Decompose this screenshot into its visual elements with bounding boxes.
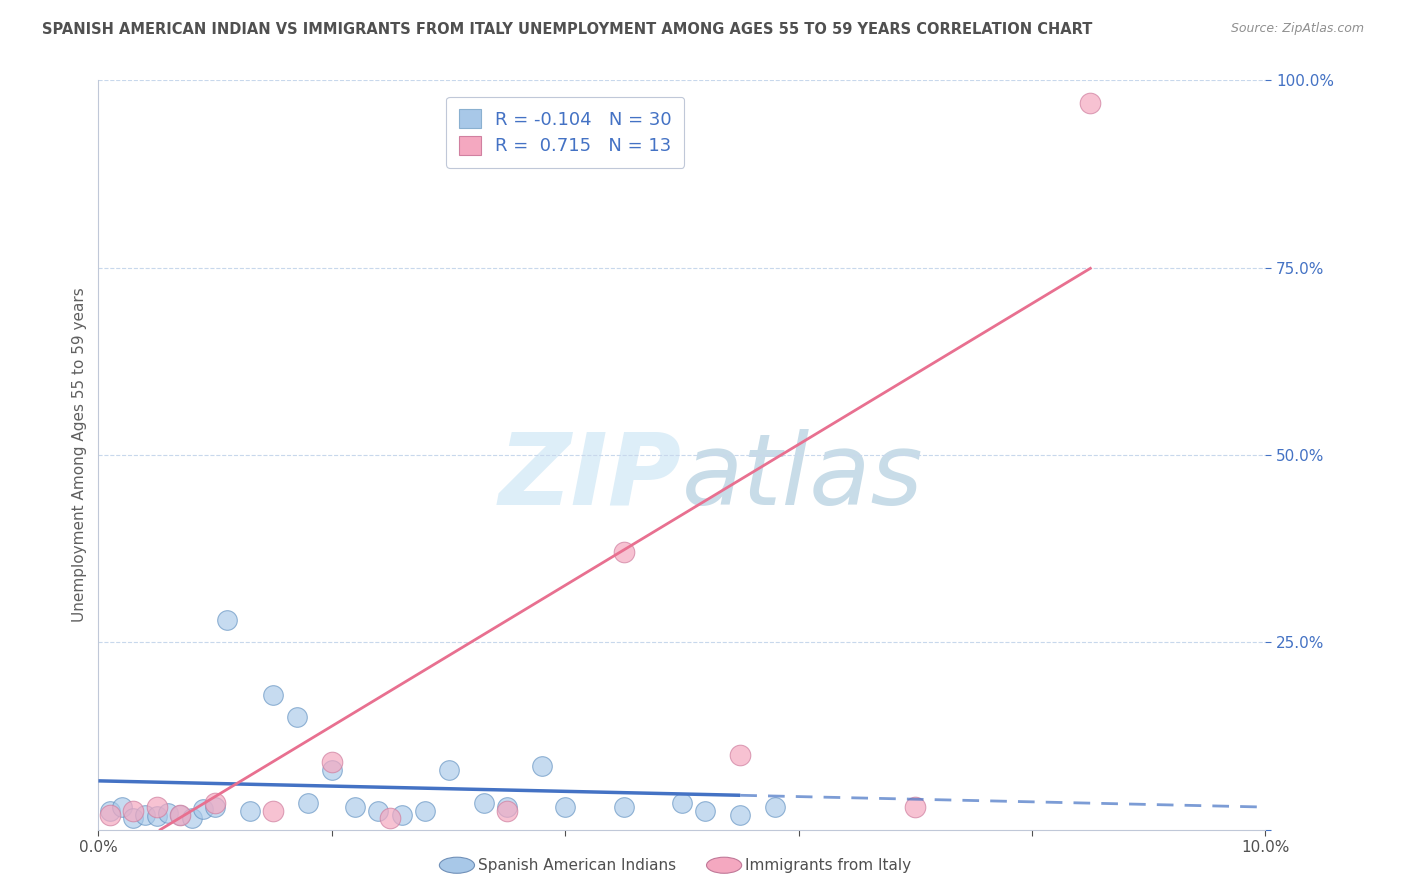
Point — [496, 800, 519, 814]
Point — [554, 800, 576, 814]
Point — [380, 811, 402, 825]
Text: ZIP: ZIP — [499, 429, 682, 526]
Point — [263, 688, 285, 702]
Text: Immigrants from Italy: Immigrants from Italy — [745, 858, 911, 872]
Point — [146, 809, 169, 823]
Text: Spanish American Indians: Spanish American Indians — [478, 858, 676, 872]
Point — [98, 807, 121, 822]
Point — [730, 747, 752, 762]
Point — [391, 807, 413, 822]
Point — [215, 613, 238, 627]
Point — [157, 806, 180, 821]
Text: Source: ZipAtlas.com: Source: ZipAtlas.com — [1230, 22, 1364, 36]
Point — [134, 807, 156, 822]
Point — [193, 801, 215, 815]
Point — [122, 804, 145, 818]
Point — [367, 804, 389, 818]
Point — [297, 797, 319, 811]
Point — [321, 763, 343, 777]
Point — [695, 804, 717, 818]
Point — [671, 797, 693, 811]
Point — [904, 800, 927, 814]
Point — [169, 807, 191, 822]
Point — [204, 800, 226, 814]
Point — [613, 545, 636, 559]
Point — [472, 797, 495, 811]
Point — [146, 800, 169, 814]
Text: atlas: atlas — [682, 429, 924, 526]
Point — [239, 804, 262, 818]
Point — [98, 804, 121, 818]
Point — [730, 807, 752, 822]
Point — [263, 804, 285, 818]
Point — [180, 811, 202, 825]
Point — [111, 800, 134, 814]
Point — [285, 710, 308, 724]
Point — [763, 800, 786, 814]
Point — [169, 807, 191, 822]
Y-axis label: Unemployment Among Ages 55 to 59 years: Unemployment Among Ages 55 to 59 years — [72, 287, 87, 623]
Legend: R = -0.104   N = 30, R =  0.715   N = 13: R = -0.104 N = 30, R = 0.715 N = 13 — [446, 97, 685, 168]
Point — [321, 755, 343, 769]
Text: SPANISH AMERICAN INDIAN VS IMMIGRANTS FROM ITALY UNEMPLOYMENT AMONG AGES 55 TO 5: SPANISH AMERICAN INDIAN VS IMMIGRANTS FR… — [42, 22, 1092, 37]
Point — [122, 811, 145, 825]
Point — [204, 797, 226, 811]
Point — [530, 759, 553, 773]
Point — [344, 800, 367, 814]
Point — [437, 763, 460, 777]
Point — [496, 804, 519, 818]
Point — [1080, 95, 1102, 110]
Point — [413, 804, 436, 818]
Point — [613, 800, 636, 814]
